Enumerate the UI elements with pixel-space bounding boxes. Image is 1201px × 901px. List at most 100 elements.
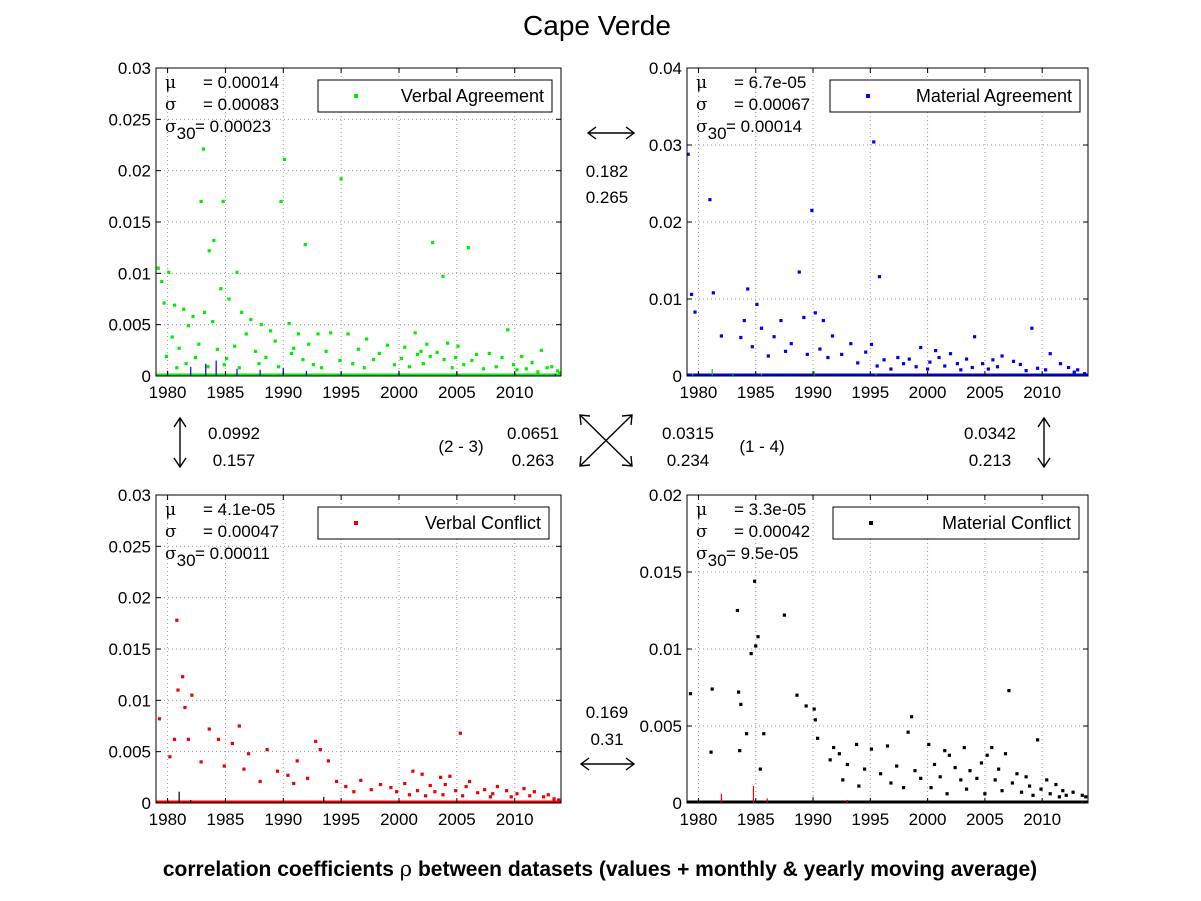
x-tick-label: 1980 [149, 810, 187, 829]
x-tick-label: 1990 [794, 383, 832, 402]
data-point [441, 274, 445, 279]
data-point [536, 370, 540, 374]
data-point [303, 242, 307, 247]
panel-material-agreement: 1980 1985 1990 1995 2000 2005 2010 0 0.01 0.02 0.0… [649, 59, 1089, 402]
data-point [162, 301, 166, 305]
data-point [168, 755, 172, 759]
figure-title: Cape Verde [523, 10, 671, 41]
stat-mu: μ = 4.1e-05 [165, 500, 275, 520]
data-point [428, 354, 432, 359]
data-point [172, 737, 177, 741]
data-point [351, 362, 355, 366]
legend-marker [354, 521, 358, 525]
data-point [265, 748, 269, 752]
data-point [779, 318, 783, 323]
grid [687, 68, 1088, 376]
data-point [990, 745, 994, 750]
x-tick-label: 1985 [207, 383, 245, 402]
data-point [972, 335, 977, 339]
y-tick-label: 0.025 [108, 110, 151, 129]
data-point [821, 318, 825, 323]
data-point [506, 328, 510, 332]
data-point [826, 355, 830, 360]
data-point [752, 579, 757, 583]
data-point [947, 753, 951, 757]
data-point [542, 795, 546, 799]
y-tick-label: 0.01 [649, 290, 682, 309]
data-point [264, 355, 268, 360]
data-point [885, 744, 890, 748]
data-point [470, 359, 474, 363]
corr-diag-23-value: 0.0651 [507, 424, 559, 443]
data-point [430, 240, 435, 245]
data-point [849, 342, 853, 346]
data-point [555, 369, 560, 373]
data-point [244, 332, 248, 336]
arrow-diagonal [579, 414, 633, 467]
correlation-annotations [173, 126, 1051, 771]
data-point [688, 692, 693, 696]
data-point [970, 365, 974, 370]
data-point [686, 152, 690, 156]
data-point [1048, 352, 1052, 356]
data-point [292, 781, 296, 786]
y-tick-label: 0.015 [108, 640, 151, 659]
data-point [964, 357, 969, 361]
data-point [464, 784, 468, 789]
data-point [211, 319, 215, 324]
data-point [456, 344, 460, 348]
y-tick-label: 0 [673, 794, 682, 813]
data-point [909, 715, 914, 719]
data-point [995, 365, 1000, 369]
data-point [305, 776, 310, 780]
y-tick-label: 0.005 [108, 743, 151, 762]
data-point [742, 318, 746, 323]
panels: 1980 1985 1990 1995 2000 2005 201000.0050.010.… [108, 59, 1089, 829]
data-point [167, 270, 171, 274]
data-point [419, 349, 423, 353]
data-point [985, 753, 989, 757]
y-tick-label: 0 [142, 367, 151, 386]
data-point [797, 270, 801, 274]
data-point [258, 779, 262, 784]
stat-sigma30: σ30= 9.5e-05 [696, 544, 798, 570]
data-point [1000, 789, 1004, 793]
data-point [365, 337, 369, 341]
data-point [235, 270, 239, 274]
data-point [816, 736, 820, 740]
data-point [207, 727, 211, 731]
data-point [1030, 326, 1034, 330]
data-point [906, 730, 910, 734]
arrow-bottom [579, 757, 636, 771]
data-point [454, 355, 458, 360]
corr-top-avg: 0.265 [586, 188, 629, 207]
stat-sigma30: σ30= 0.00014 [696, 117, 802, 143]
data-point [828, 758, 832, 762]
legend-box [829, 79, 1081, 113]
data-point [222, 363, 226, 367]
data-point [448, 774, 452, 778]
data-point [420, 772, 424, 776]
corr-bottom-value: 0.169 [586, 703, 629, 722]
data-point [157, 717, 162, 721]
data-point [259, 323, 263, 327]
plot-area [156, 68, 561, 376]
data-point [959, 778, 963, 782]
data-point [428, 783, 432, 788]
x-tick-label: 2010 [1023, 810, 1061, 829]
data-point [392, 363, 396, 367]
series-baseline [687, 373, 1088, 376]
data-point [403, 781, 407, 786]
data-point [756, 635, 760, 639]
data-point [832, 745, 836, 750]
data-point [450, 366, 454, 370]
corr-top-value: 0.182 [586, 162, 629, 181]
y-tick-label: 0.015 [639, 563, 682, 582]
data-point [439, 775, 443, 779]
data-point [755, 302, 759, 306]
correlation-values: 0.182 0.265 0.0992 0.157 (2 - 3) 0.0651 … [208, 162, 1016, 749]
data-point [901, 786, 906, 790]
panel-material-conflict: 1980 1985 1990 1995 2000 2005 2010 0 0.005 0.01 0.… [639, 486, 1089, 829]
series-points [156, 147, 562, 375]
data-point [181, 675, 185, 679]
